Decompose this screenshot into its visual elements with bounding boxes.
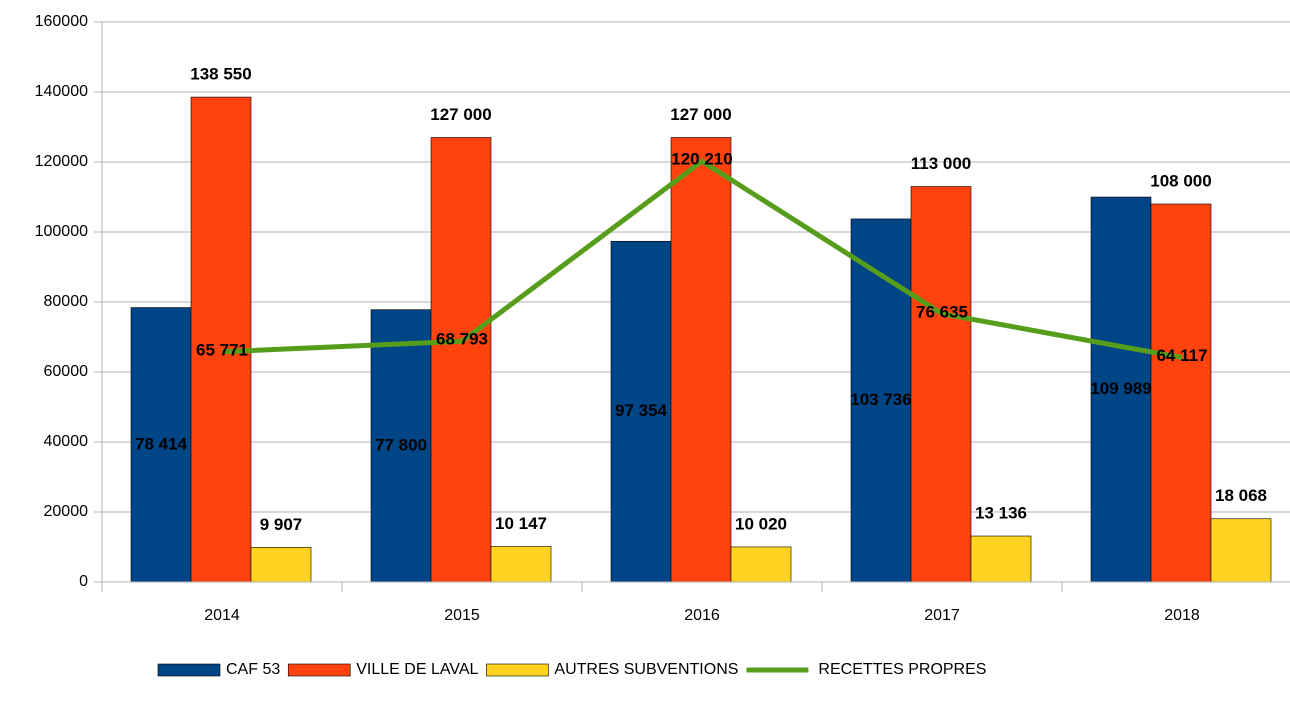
axes-layer <box>101 22 1290 592</box>
bar <box>970 535 1032 583</box>
y-tick-label: 80000 <box>44 293 89 310</box>
bar <box>490 546 552 583</box>
line-layer <box>221 158 1183 361</box>
data-label: 127 000 <box>430 105 491 124</box>
bar <box>190 96 252 583</box>
bar <box>670 137 732 583</box>
x-tick-label: 2018 <box>1164 607 1200 624</box>
labels-layer: 0 20000 40000 60000 80000 100000 120000 140000 1… <box>35 13 1267 678</box>
line <box>221 158 1183 361</box>
y-tick-label: 140000 <box>35 83 88 100</box>
y-tick-label: 40000 <box>44 433 89 450</box>
data-label: 127 000 <box>670 105 731 124</box>
y-tick-label: 160000 <box>35 13 88 30</box>
data-label: 120 210 <box>671 150 732 169</box>
data-label: 10 020 <box>735 514 787 533</box>
data-label: 64 117 <box>1156 346 1207 365</box>
data-label: 109 989 <box>1090 379 1151 398</box>
y-tick-label: 100000 <box>35 223 88 240</box>
legend-label: CAF 53 <box>226 661 280 678</box>
data-label: 97 354 <box>615 401 668 420</box>
data-label: 103 736 <box>850 390 911 409</box>
x-tick-label: 2016 <box>684 607 720 624</box>
bars-layer <box>130 96 1272 583</box>
bar <box>250 547 312 583</box>
y-tick-label: 0 <box>79 573 88 590</box>
legend-swatch <box>287 663 351 677</box>
bar <box>730 546 792 583</box>
bar <box>1150 203 1212 583</box>
legend-label: VILLE DE LAVAL <box>356 661 478 678</box>
x-tick-label: 2017 <box>924 607 960 624</box>
legend-swatch <box>157 663 221 677</box>
data-label: 65 771 <box>196 340 248 359</box>
data-label: 9 907 <box>260 515 303 534</box>
y-tick-label: 60000 <box>44 363 89 380</box>
bar <box>1210 518 1272 583</box>
legend-label: RECETTES PROPRES <box>818 661 986 678</box>
legend-label: AUTRES SUBVENTIONS <box>554 661 738 678</box>
data-label: 78 414 <box>135 434 188 453</box>
data-label: 76 635 <box>916 302 968 321</box>
data-label: 10 147 <box>495 514 547 533</box>
data-label: 113 000 <box>911 154 972 173</box>
data-label: 68 793 <box>436 330 488 349</box>
data-label: 18 068 <box>1215 486 1267 505</box>
bar <box>430 137 492 583</box>
data-label: 108 000 <box>1150 171 1211 190</box>
data-label: 138 550 <box>190 65 251 84</box>
y-tick-label: 20000 <box>44 503 89 520</box>
x-tick-label: 2014 <box>204 607 240 624</box>
data-label: 13 136 <box>975 504 1027 523</box>
y-tick-label: 120000 <box>35 153 88 170</box>
data-label: 77 800 <box>375 435 427 454</box>
x-tick-label: 2015 <box>444 607 480 624</box>
bar <box>910 186 972 583</box>
legend-swatch <box>486 663 549 677</box>
